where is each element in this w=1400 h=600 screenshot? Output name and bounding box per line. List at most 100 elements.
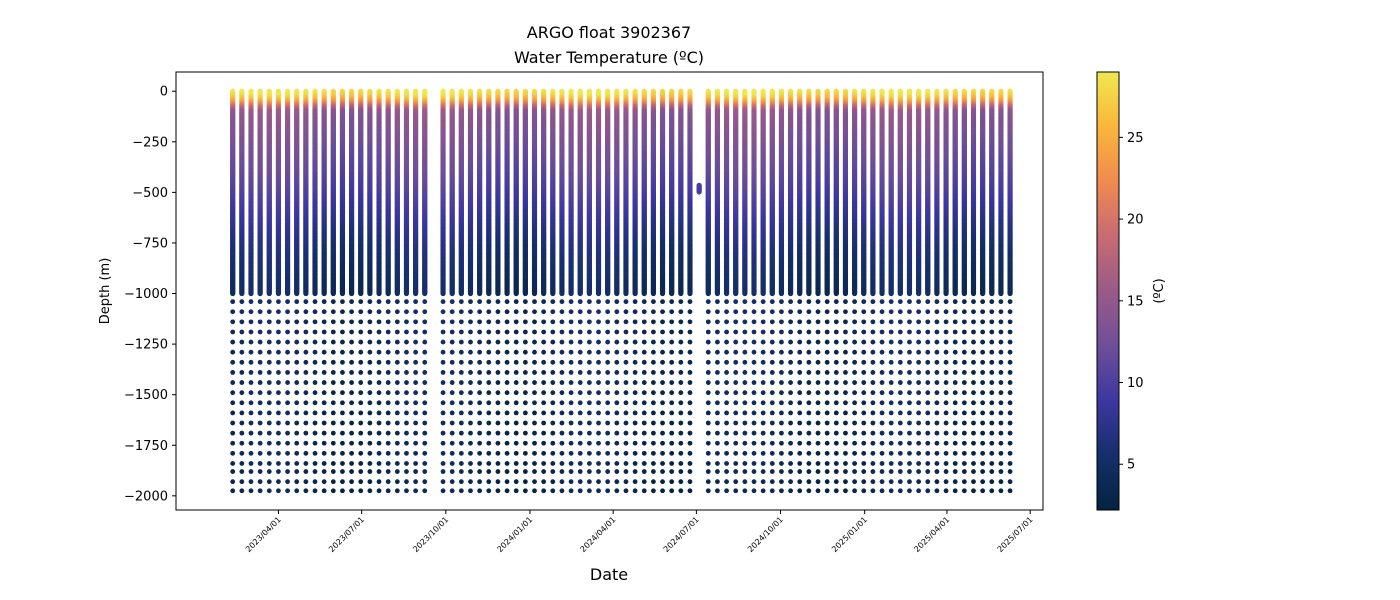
scatter-point [377,469,382,474]
scatter-point [230,370,235,375]
scatter-point [230,431,235,436]
scatter-point [376,291,381,296]
scatter-point [230,400,235,405]
scatter-point [285,390,290,395]
scatter-point [230,410,235,415]
scatter-point [349,319,354,324]
scatter-point [358,330,363,335]
scatter-point [294,370,299,375]
scatter-point [249,421,254,426]
scatter-point [322,370,327,375]
scatter-point [276,350,281,355]
scatter-point [367,360,372,365]
scatter-point [386,350,391,355]
scatter-point [377,479,382,484]
scatter-point [377,299,382,304]
scatter-point [294,488,299,493]
scatter-point [331,479,336,484]
scatter-point [294,330,299,335]
scatter-point [285,441,290,446]
scatter-point [377,340,382,345]
scatter-point [386,431,391,436]
scatter-point [285,330,290,335]
scatter-point [303,461,308,466]
scatter-point [349,410,354,415]
scatter-point [258,410,263,415]
scatter-point [358,299,363,304]
scatter-point [322,451,327,456]
scatter-point [349,340,354,345]
scatter-point [349,291,354,296]
scatter-point [249,370,254,375]
scatter-point [276,441,281,446]
scatter-point [386,469,391,474]
scatter-point [367,410,372,415]
scatter-point [294,299,299,304]
scatter-point [322,461,327,466]
scatter-point [239,309,244,314]
scatter-point [294,380,299,385]
scatter-point [267,390,272,395]
scatter-point [313,299,318,304]
scatter-point [377,330,382,335]
scatter-point [340,309,345,314]
scatter-point [258,441,263,446]
scatter-point [303,431,308,436]
scatter-point [358,488,363,493]
scatter-point [285,400,290,405]
scatter-point [249,431,254,436]
scatter-point [249,441,254,446]
scatter-point [322,479,327,484]
scatter-point [258,309,263,314]
scatter-point [322,291,327,296]
scatter-point [377,350,382,355]
scatter-point [285,380,290,385]
scatter-point [322,431,327,436]
scatter-point [313,380,318,385]
scatter-point [249,400,254,405]
scatter-point [367,451,372,456]
scatter-point [276,360,281,365]
scatter-point [358,400,363,405]
scatter-point [276,400,281,405]
scatter-point [239,291,244,296]
scatter-point [349,370,354,375]
scatter-point [267,461,272,466]
scatter-point [303,441,308,446]
scatter-point [340,340,345,345]
scatter-point [331,390,336,395]
scatter-point [267,479,272,484]
scatter-point [276,319,281,324]
scatter-point [340,431,345,436]
scatter-point [367,488,372,493]
scatter-point [313,410,318,415]
scatter-point [239,340,244,345]
scatter-point [294,350,299,355]
scatter-point [267,488,272,493]
scatter-point [285,309,290,314]
scatter-point [230,451,235,456]
scatter-point [331,410,336,415]
scatter-point [276,299,281,304]
scatter-point [367,469,372,474]
scatter-point [358,461,363,466]
scatter-point [331,421,336,426]
scatter-point [267,400,272,405]
scatter-point [340,330,345,335]
scatter-point [285,479,290,484]
scatter-point [386,360,391,365]
scatter-point [294,360,299,365]
scatter-point [285,488,290,493]
scatter-point [230,330,235,335]
scatter-point [322,410,327,415]
scatter-point [386,400,391,405]
scatter-point [313,441,318,446]
scatter-point [331,370,336,375]
scatter-point [267,291,272,296]
scatter-point [258,380,263,385]
scatter-point [377,431,382,436]
scatter-point [349,350,354,355]
scatter-point [267,309,272,314]
scatter-point [313,461,318,466]
